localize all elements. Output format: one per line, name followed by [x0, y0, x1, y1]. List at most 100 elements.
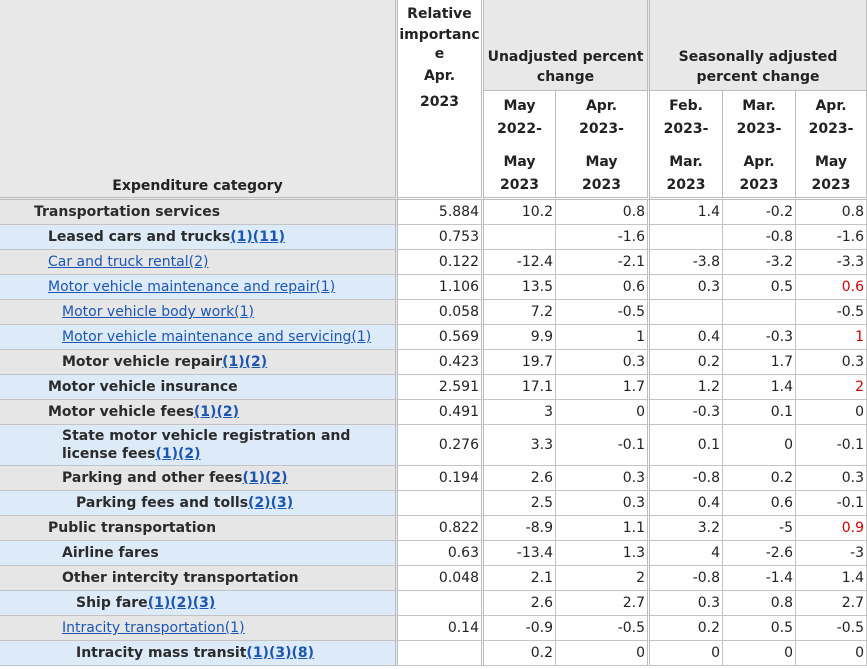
table-row: Motor vehicle insurance 2.591 17.1 1.7 1.2 1.… — [0, 375, 867, 400]
value-cell: 0.569 — [398, 325, 484, 350]
value-cell: 0.8 — [723, 591, 797, 616]
row-category-cell[interactable]: Motor vehicle body work(1) — [0, 300, 398, 325]
value-cell: 1 — [556, 325, 651, 350]
value-cell: 0.6 — [556, 275, 651, 300]
table-row: Motor vehicle fees(1)(2) 0.491 3 0 -0.3 0.1 0 — [0, 400, 867, 425]
value-cell: 0.3 — [556, 466, 651, 491]
row-category-cell: Motor vehicle fees(1)(2) — [0, 400, 398, 425]
value-cell: 0.3 — [796, 350, 867, 375]
table-row: Intracity transportation(1) 0.14 -0.9 -0.5 0… — [0, 616, 867, 641]
value-cell: 2.1 — [484, 566, 556, 591]
value-cell: 0.4 — [650, 491, 724, 516]
footnote-refs-link[interactable]: (1)(2) — [242, 470, 288, 486]
column-header-feb23-mar23[interactable]: Feb. 2023- Mar. 2023 — [650, 90, 724, 200]
footnote-refs-link[interactable]: (1)(2) — [193, 404, 239, 420]
row-category-cell: Ship fare(1)(2)(3) — [0, 591, 398, 616]
footnote-refs-link[interactable]: (2)(3) — [248, 495, 294, 511]
footnote-refs-link[interactable]: (1)(2) — [155, 446, 201, 462]
row-category-cell[interactable]: Motor vehicle maintenance and repair(1) — [0, 275, 398, 300]
value-cell: 2 — [556, 566, 651, 591]
column-header-apr23-may23-seasonal[interactable]: Apr. 2023- May 2023 — [796, 90, 867, 200]
value-cell: -2.6 — [723, 541, 797, 566]
table-row: Car and truck rental(2) 0.122 -12.4 -2.1 -3.… — [0, 250, 867, 275]
value-cell: 2.7 — [556, 591, 651, 616]
value-cell: -0.3 — [723, 325, 797, 350]
row-category-label: Public transportation — [48, 520, 217, 536]
value-cell: 1.4 — [796, 566, 867, 591]
value-cell — [398, 591, 484, 616]
row-category-label: Motor vehicle repair — [62, 354, 223, 370]
value-cell: -3.2 — [723, 250, 797, 275]
row-category-label: Transportation services — [34, 204, 221, 220]
row-category-label[interactable]: Motor vehicle body work(1) — [62, 304, 255, 320]
value-cell: 0.491 — [398, 400, 484, 425]
value-cell: 2 — [796, 375, 867, 400]
value-cell — [723, 300, 797, 325]
value-cell: -3.3 — [796, 250, 867, 275]
value-cell: 0.276 — [398, 425, 484, 466]
column-header-expenditure-category[interactable]: Expenditure category — [0, 0, 398, 200]
value-cell: 0.3 — [556, 491, 651, 516]
row-category-label: Parking and other fees — [62, 470, 243, 486]
row-category-cell: Other intercity transportation — [0, 566, 398, 591]
row-category-cell[interactable]: Motor vehicle maintenance and servicing(… — [0, 325, 398, 350]
footnote-refs-link[interactable]: (1)(11) — [230, 229, 286, 245]
value-cell: 1.106 — [398, 275, 484, 300]
value-cell: -0.8 — [650, 466, 724, 491]
row-category-cell[interactable]: Intracity transportation(1) — [0, 616, 398, 641]
row-category-cell: Airline fares — [0, 541, 398, 566]
value-cell: 2.6 — [484, 466, 556, 491]
value-cell: -12.4 — [484, 250, 556, 275]
row-category-cell: Parking fees and tolls(2)(3) — [0, 491, 398, 516]
footnote-refs-link[interactable]: (1)(3)(8) — [246, 645, 315, 661]
table-row: Leased cars and trucks(1)(11) 0.753 -1.6 -0… — [0, 225, 867, 250]
column-group-unadjusted: Unadjusted percent change — [484, 0, 651, 90]
row-category-label[interactable]: Motor vehicle maintenance and servicing(… — [62, 329, 372, 345]
row-category-label: Leased cars and trucks — [48, 229, 231, 245]
value-cell: 0.3 — [650, 275, 724, 300]
table-row: Ship fare(1)(2)(3) 2.6 2.7 0.3 0.8 2.7 — [0, 591, 867, 616]
column-header-apr23-may23-unadjusted[interactable]: Apr. 2023- May 2023 — [556, 90, 651, 200]
value-cell: 0.5 — [723, 275, 797, 300]
value-cell: 0.14 — [398, 616, 484, 641]
value-cell: 1 — [796, 325, 867, 350]
row-category-cell: Parking and other fees(1)(2) — [0, 466, 398, 491]
value-cell: -0.1 — [796, 491, 867, 516]
row-category-label[interactable]: Car and truck rental(2) — [48, 254, 209, 270]
value-cell: 0.3 — [650, 591, 724, 616]
column-header-may22-may23[interactable]: May 2022- May 2023 — [484, 90, 556, 200]
value-cell: 0.2 — [723, 466, 797, 491]
value-cell: -0.5 — [796, 616, 867, 641]
value-cell: 0.6 — [796, 275, 867, 300]
value-cell: -3.8 — [650, 250, 724, 275]
value-cell: 9.9 — [484, 325, 556, 350]
value-cell: 0.1 — [723, 400, 797, 425]
value-cell: 0 — [556, 641, 651, 666]
value-cell: 1.3 — [556, 541, 651, 566]
value-cell: 0.3 — [556, 350, 651, 375]
value-cell: 4 — [650, 541, 724, 566]
value-cell — [398, 641, 484, 666]
table-body: Transportation services 5.884 10.2 0.8 1.4 -0… — [0, 200, 867, 666]
footnote-refs-link[interactable]: (1)(2) — [222, 354, 268, 370]
value-cell: 0 — [796, 641, 867, 666]
value-cell: 3.3 — [484, 425, 556, 466]
value-cell: 0.2 — [650, 616, 724, 641]
column-header-mar23-apr23[interactable]: Mar. 2023- Apr. 2023 — [723, 90, 797, 200]
footnote-refs-link[interactable]: (1)(2)(3) — [147, 595, 216, 611]
column-group-seasonally-adjusted: Seasonally adjusted percent change — [650, 0, 867, 90]
row-category-label: State motor vehicle registration and lic… — [62, 428, 351, 462]
table-row: Motor vehicle maintenance and servicing(… — [0, 325, 867, 350]
row-category-label[interactable]: Intracity transportation(1) — [62, 620, 245, 636]
row-category-cell[interactable]: Car and truck rental(2) — [0, 250, 398, 275]
row-category-label[interactable]: Motor vehicle maintenance and repair(1) — [48, 279, 336, 295]
row-category-cell: Public transportation — [0, 516, 398, 541]
table-row: Public transportation 0.822 -8.9 1.1 3.2 -5 0.… — [0, 516, 867, 541]
row-category-cell: State motor vehicle registration and lic… — [0, 425, 398, 466]
value-cell: -0.8 — [723, 225, 797, 250]
column-header-relative-importance[interactable]: Relative importanc e Apr. 2023 — [398, 0, 484, 200]
value-cell: 0.058 — [398, 300, 484, 325]
value-cell: 1.7 — [723, 350, 797, 375]
value-cell: 0.9 — [796, 516, 867, 541]
value-cell: 0.1 — [650, 425, 724, 466]
